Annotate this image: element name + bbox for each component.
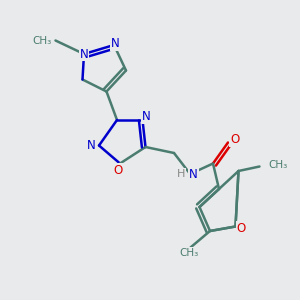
Text: N: N [189, 167, 198, 181]
Text: O: O [230, 133, 239, 146]
Text: O: O [114, 164, 123, 177]
Text: N: N [80, 47, 88, 61]
Text: CH₃: CH₃ [268, 160, 288, 170]
Text: CH₃: CH₃ [33, 35, 52, 46]
Text: N: N [111, 37, 120, 50]
Text: H: H [176, 169, 185, 179]
Text: N: N [87, 139, 96, 152]
Text: CH₃: CH₃ [179, 248, 199, 258]
Text: N: N [142, 110, 151, 123]
Text: O: O [237, 221, 246, 235]
